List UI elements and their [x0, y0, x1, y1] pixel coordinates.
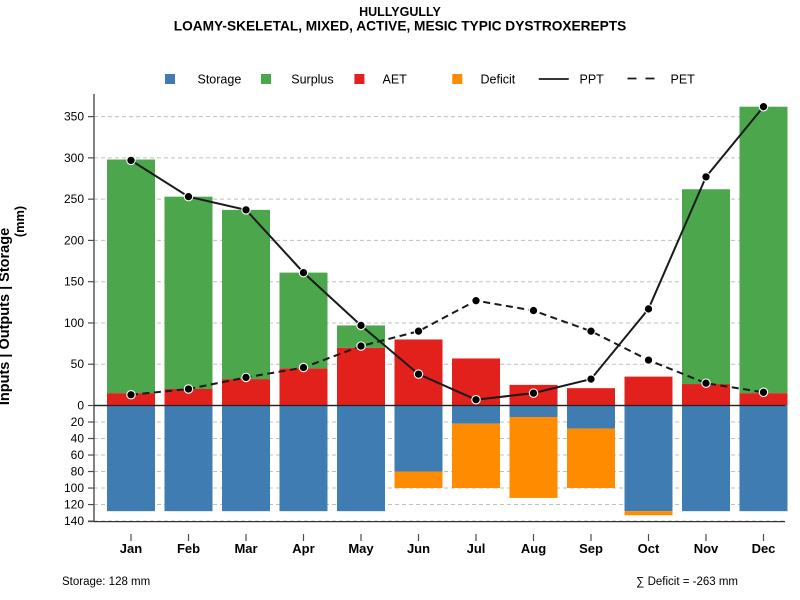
svg-text:200: 200 — [64, 233, 84, 247]
svg-text:Nov: Nov — [694, 541, 719, 556]
svg-text:0: 0 — [77, 399, 84, 413]
svg-text:Storage: Storage — [198, 73, 242, 87]
svg-text:20: 20 — [71, 415, 85, 429]
svg-text:60: 60 — [71, 448, 85, 462]
svg-text:100: 100 — [64, 316, 84, 330]
svg-text:120: 120 — [64, 498, 84, 512]
svg-text:Feb: Feb — [177, 541, 200, 556]
svg-text:LOAMY-SKELETAL, MIXED, ACTIVE,: LOAMY-SKELETAL, MIXED, ACTIVE, MESIC TYP… — [174, 19, 627, 34]
svg-text:250: 250 — [64, 192, 84, 206]
svg-text:HULLYGULLY: HULLYGULLY — [359, 5, 441, 19]
svg-text:Apr: Apr — [292, 541, 314, 556]
svg-text:(mm): (mm) — [12, 206, 27, 237]
svg-text:Jul: Jul — [467, 541, 486, 556]
svg-text:May: May — [348, 541, 374, 556]
svg-text:Jun: Jun — [407, 541, 430, 556]
svg-text:∑ Deficit = -263 mm: ∑ Deficit = -263 mm — [636, 576, 738, 588]
svg-text:Oct: Oct — [638, 541, 660, 556]
svg-text:40: 40 — [71, 432, 85, 446]
svg-text:Surplus: Surplus — [291, 73, 333, 87]
svg-text:Inputs | Outputs | Storage: Inputs | Outputs | Storage — [0, 228, 13, 405]
svg-text:Storage: 128 mm: Storage: 128 mm — [62, 576, 150, 588]
svg-text:80: 80 — [71, 465, 85, 479]
svg-text:300: 300 — [64, 151, 84, 165]
svg-text:Jan: Jan — [120, 541, 142, 556]
svg-text:Mar: Mar — [234, 541, 257, 556]
svg-text:PET: PET — [671, 73, 696, 87]
svg-text:Sep: Sep — [579, 541, 603, 556]
svg-text:PPT: PPT — [580, 73, 605, 87]
svg-text:Aug: Aug — [521, 541, 546, 556]
svg-text:100: 100 — [64, 481, 84, 495]
svg-text:140: 140 — [64, 514, 84, 528]
svg-text:Deficit: Deficit — [481, 73, 516, 87]
svg-text:150: 150 — [64, 275, 84, 289]
svg-text:Dec: Dec — [752, 541, 776, 556]
svg-text:50: 50 — [71, 357, 85, 371]
svg-text:AET: AET — [383, 73, 408, 87]
svg-text:350: 350 — [64, 110, 84, 124]
